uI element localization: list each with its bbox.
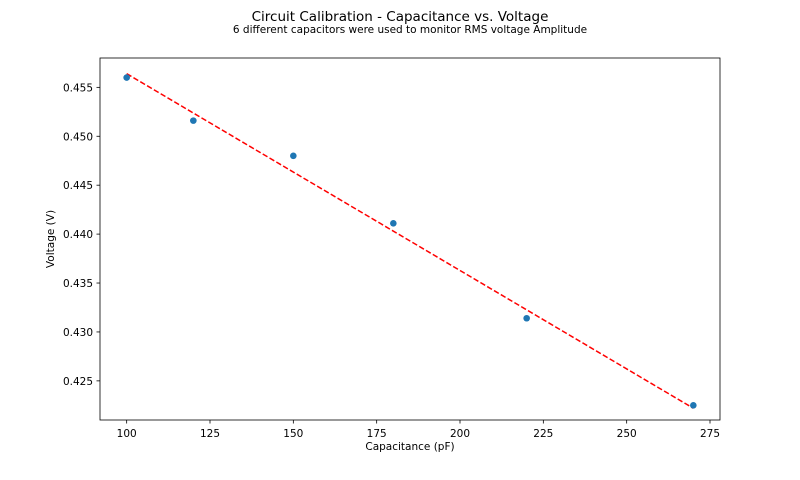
- plot-frame: [99, 57, 721, 421]
- series-layer: [123, 73, 697, 409]
- plot-area: [100, 58, 720, 420]
- data-point: [390, 220, 397, 227]
- y-tick-label: 0.430: [63, 327, 93, 339]
- data-point: [690, 402, 697, 409]
- chart-title: Circuit Calibration - Capacitance vs. Vo…: [252, 9, 549, 25]
- x-tick-label: 275: [700, 428, 720, 440]
- x-axis-ticks: 100 125 150 175 200 225 250 275: [117, 420, 720, 440]
- fit-line: [126, 73, 694, 409]
- y-tick-label: 0.440: [63, 229, 93, 241]
- y-axis-ticks: 0.425 0.430 0.435 0.440 0.445 0.450 0.455: [63, 82, 100, 388]
- x-tick-label: 250: [617, 428, 637, 440]
- x-tick-label: 100: [117, 428, 137, 440]
- x-tick-label: 150: [283, 428, 303, 440]
- y-tick-label: 0.455: [63, 82, 93, 94]
- x-tick-label: 225: [533, 428, 553, 440]
- x-axis-label: Capacitance (pF): [365, 441, 454, 453]
- y-axis-label: Voltage (V): [45, 210, 57, 268]
- y-tick-label: 0.450: [63, 131, 93, 143]
- data-point: [190, 117, 197, 124]
- plot-background: [100, 58, 720, 420]
- chart-subtitle: 6 different capacitors were used to moni…: [233, 24, 587, 36]
- y-tick-label: 0.445: [63, 180, 93, 192]
- x-tick-label: 200: [450, 428, 470, 440]
- y-tick-label: 0.435: [63, 278, 93, 290]
- data-point: [123, 74, 130, 81]
- data-point: [523, 314, 530, 322]
- y-tick-label: 0.425: [63, 376, 93, 388]
- x-tick-label: 125: [200, 428, 220, 440]
- x-tick-label: 175: [367, 428, 387, 440]
- data-point: [290, 152, 297, 160]
